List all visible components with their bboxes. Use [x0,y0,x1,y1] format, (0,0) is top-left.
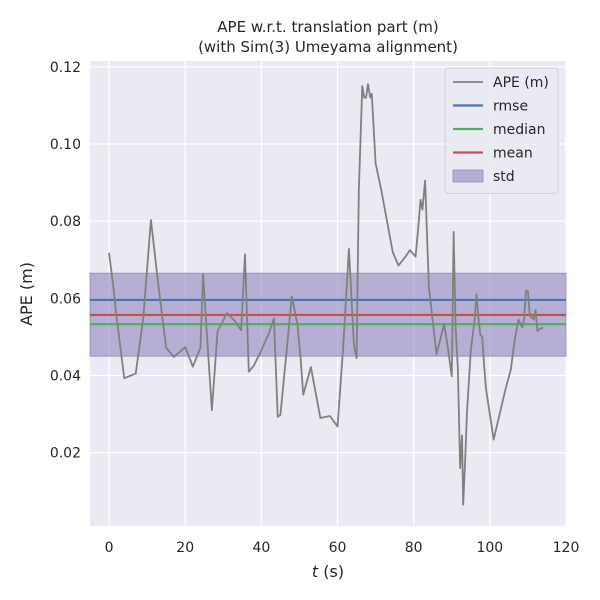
legend-swatch-std [452,169,484,183]
ape-series-line [108,83,544,506]
x-tick-label: 120 [553,540,580,556]
y-tick-label: 0.08 [50,214,81,230]
legend-label-std: std [493,169,515,185]
x-ticks: 0 20 40 60 80 100 120 [105,540,580,556]
y-ticks: 0.02 0.04 0.06 0.08 0.10 0.12 [50,60,81,462]
legend-label-median: median [493,122,545,138]
x-tick-label: 0 [105,540,114,556]
legend-label-mean: mean [493,146,533,162]
legend-label-rmse: rmse [493,99,528,115]
chart-title: APE w.r.t. translation part (m) [217,18,438,36]
y-tick-label: 0.10 [50,137,81,153]
y-tick-label: 0.06 [50,291,81,307]
y-tick-label: 0.04 [50,369,81,385]
y-axis-label: APE (m) [17,262,36,326]
x-tick-label: 20 [176,540,194,556]
x-axis-variable: t [312,562,319,581]
x-tick-label: 80 [405,540,423,556]
x-axis-label: t (s) [312,562,344,581]
legend-frame [444,67,559,194]
x-tick-label: 60 [329,540,347,556]
legend: APE (m) rmse median mean std [444,67,559,194]
x-axis-unit: (s) [318,562,344,581]
x-tick-label: 100 [476,540,503,556]
y-tick-label: 0.12 [50,60,81,76]
x-tick-label: 40 [252,540,270,556]
chart-subtitle: (with Sim(3) Umeyama alignment) [198,38,458,56]
legend-label-ape: APE (m) [493,75,549,91]
y-tick-label: 0.02 [50,446,81,462]
